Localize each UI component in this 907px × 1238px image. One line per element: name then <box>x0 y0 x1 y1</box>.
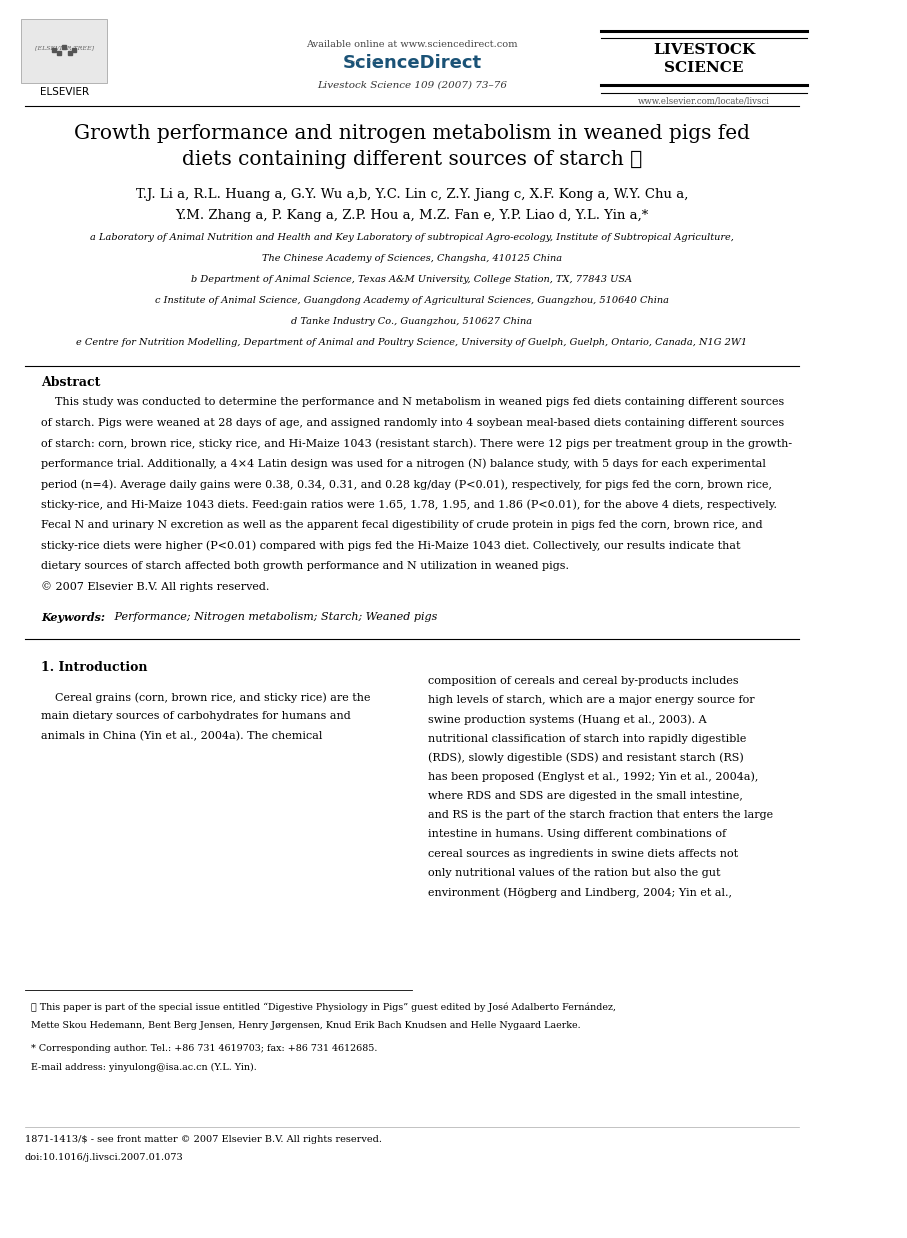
Text: doi:10.1016/j.livsci.2007.01.073: doi:10.1016/j.livsci.2007.01.073 <box>24 1153 183 1161</box>
Text: [ELSEVIER TREE]: [ELSEVIER TREE] <box>34 46 93 51</box>
Text: Available online at www.sciencedirect.com: Available online at www.sciencedirect.co… <box>306 40 518 48</box>
Text: only nutritional values of the ration but also the gut: only nutritional values of the ration bu… <box>428 868 721 878</box>
Text: www.elsevier.com/locate/livsci: www.elsevier.com/locate/livsci <box>639 97 770 105</box>
Text: high levels of starch, which are a major energy source for: high levels of starch, which are a major… <box>428 695 755 706</box>
Text: T.J. Li a, R.L. Huang a, G.Y. Wu a,b, Y.C. Lin c, Z.Y. Jiang c, X.F. Kong a, W.Y: T.J. Li a, R.L. Huang a, G.Y. Wu a,b, Y.… <box>136 188 688 202</box>
Text: LIVESTOCK: LIVESTOCK <box>653 43 756 57</box>
Text: ScienceDirect: ScienceDirect <box>342 54 482 73</box>
Text: a Laboratory of Animal Nutrition and Health and Key Laboratory of subtropical Ag: a Laboratory of Animal Nutrition and Hea… <box>90 233 734 241</box>
Text: Abstract: Abstract <box>41 376 101 390</box>
Text: where RDS and SDS are digested in the small intestine,: where RDS and SDS are digested in the sm… <box>428 791 743 801</box>
Text: of starch: corn, brown rice, sticky rice, and Hi-Maize 1043 (resistant starch). : of starch: corn, brown rice, sticky rice… <box>41 438 793 449</box>
Text: sticky-rice diets were higher (P<0.01) compared with pigs fed the Hi-Maize 1043 : sticky-rice diets were higher (P<0.01) c… <box>41 540 741 551</box>
Text: period (n=4). Average daily gains were 0.38, 0.34, 0.31, and 0.28 kg/day (P<0.01: period (n=4). Average daily gains were 0… <box>41 479 772 490</box>
Text: This study was conducted to determine the performance and N metabolism in weaned: This study was conducted to determine th… <box>41 397 785 407</box>
Text: dietary sources of starch affected both growth performance and N utilization in : dietary sources of starch affected both … <box>41 561 570 571</box>
Text: The Chinese Academy of Sciences, Changsha, 410125 China: The Chinese Academy of Sciences, Changsh… <box>262 254 562 262</box>
Text: 1871-1413/$ - see front matter © 2007 Elsevier B.V. All rights reserved.: 1871-1413/$ - see front matter © 2007 El… <box>24 1135 382 1144</box>
Text: Fecal N and urinary N excretion as well as the apparent fecal digestibility of c: Fecal N and urinary N excretion as well … <box>41 520 763 530</box>
Text: main dietary sources of carbohydrates for humans and: main dietary sources of carbohydrates fo… <box>41 711 351 722</box>
Text: performance trial. Additionally, a 4×4 Latin design was used for a nitrogen (N) : performance trial. Additionally, a 4×4 L… <box>41 458 766 469</box>
Text: environment (Högberg and Lindberg, 2004; Yin et al.,: environment (Högberg and Lindberg, 2004;… <box>428 886 732 898</box>
Text: and RS is the part of the starch fraction that enters the large: and RS is the part of the starch fractio… <box>428 810 774 821</box>
Text: of starch. Pigs were weaned at 28 days of age, and assigned randomly into 4 soyb: of starch. Pigs were weaned at 28 days o… <box>41 418 785 428</box>
Text: Growth performance and nitrogen metabolism in weaned pigs fed
diets containing d: Growth performance and nitrogen metaboli… <box>73 124 750 170</box>
Text: b Department of Animal Science, Texas A&M University, College Station, TX, 77843: b Department of Animal Science, Texas A&… <box>191 275 632 284</box>
Text: d Tanke Industry Co., Guangzhou, 510627 China: d Tanke Industry Co., Guangzhou, 510627 … <box>291 317 532 326</box>
Text: Livestock Science 109 (2007) 73–76: Livestock Science 109 (2007) 73–76 <box>317 80 507 89</box>
Text: has been proposed (Englyst et al., 1992; Yin et al., 2004a),: has been proposed (Englyst et al., 1992;… <box>428 771 758 782</box>
FancyBboxPatch shape <box>21 19 107 83</box>
Text: ELSEVIER: ELSEVIER <box>40 87 89 97</box>
Text: * Corresponding author. Tel.: +86 731 4619703; fax: +86 731 4612685.: * Corresponding author. Tel.: +86 731 46… <box>24 1045 377 1054</box>
Text: c Institute of Animal Science, Guangdong Academy of Agricultural Sciences, Guang: c Institute of Animal Science, Guangdong… <box>155 296 668 305</box>
Text: 1. Introduction: 1. Introduction <box>41 661 148 675</box>
Text: Performance; Nitrogen metabolism; Starch; Weaned pigs: Performance; Nitrogen metabolism; Starch… <box>112 612 437 621</box>
Text: © 2007 Elsevier B.V. All rights reserved.: © 2007 Elsevier B.V. All rights reserved… <box>41 581 269 592</box>
Text: e Centre for Nutrition Modelling, Department of Animal and Poultry Science, Univ: e Centre for Nutrition Modelling, Depart… <box>76 338 747 347</box>
Text: ☆ This paper is part of the special issue entitled “Digestive Physiology in Pigs: ☆ This paper is part of the special issu… <box>24 1003 616 1013</box>
Text: animals in China (Yin et al., 2004a). The chemical: animals in China (Yin et al., 2004a). Th… <box>41 730 323 740</box>
Text: intestine in humans. Using different combinations of: intestine in humans. Using different com… <box>428 829 727 839</box>
Text: nutritional classification of starch into rapidly digestible: nutritional classification of starch int… <box>428 733 746 744</box>
Text: SCIENCE: SCIENCE <box>665 61 744 74</box>
Text: Mette Skou Hedemann, Bent Berg Jensen, Henry Jørgensen, Knud Erik Bach Knudsen a: Mette Skou Hedemann, Bent Berg Jensen, H… <box>24 1021 580 1030</box>
Text: (RDS), slowly digestible (SDS) and resistant starch (RS): (RDS), slowly digestible (SDS) and resis… <box>428 753 744 764</box>
Text: composition of cereals and cereal by-products includes: composition of cereals and cereal by-pro… <box>428 676 739 686</box>
Text: sticky-rice, and Hi-Maize 1043 diets. Feed:gain ratios were 1.65, 1.78, 1.95, an: sticky-rice, and Hi-Maize 1043 diets. Fe… <box>41 499 777 510</box>
Text: Y.M. Zhang a, P. Kang a, Z.P. Hou a, M.Z. Fan e, Y.P. Liao d, Y.L. Yin a,*: Y.M. Zhang a, P. Kang a, Z.P. Hou a, M.Z… <box>175 209 649 223</box>
Text: E-mail address: yinyulong@isa.ac.cn (Y.L. Yin).: E-mail address: yinyulong@isa.ac.cn (Y.L… <box>24 1062 257 1072</box>
Text: Keywords:: Keywords: <box>41 612 105 623</box>
Text: Cereal grains (corn, brown rice, and sticky rice) are the: Cereal grains (corn, brown rice, and sti… <box>41 692 371 703</box>
Text: ...  ..: ... .. <box>348 52 376 66</box>
Text: cereal sources as ingredients in swine diets affects not: cereal sources as ingredients in swine d… <box>428 848 738 859</box>
Text: swine production systems (Huang et al., 2003). A: swine production systems (Huang et al., … <box>428 714 707 725</box>
